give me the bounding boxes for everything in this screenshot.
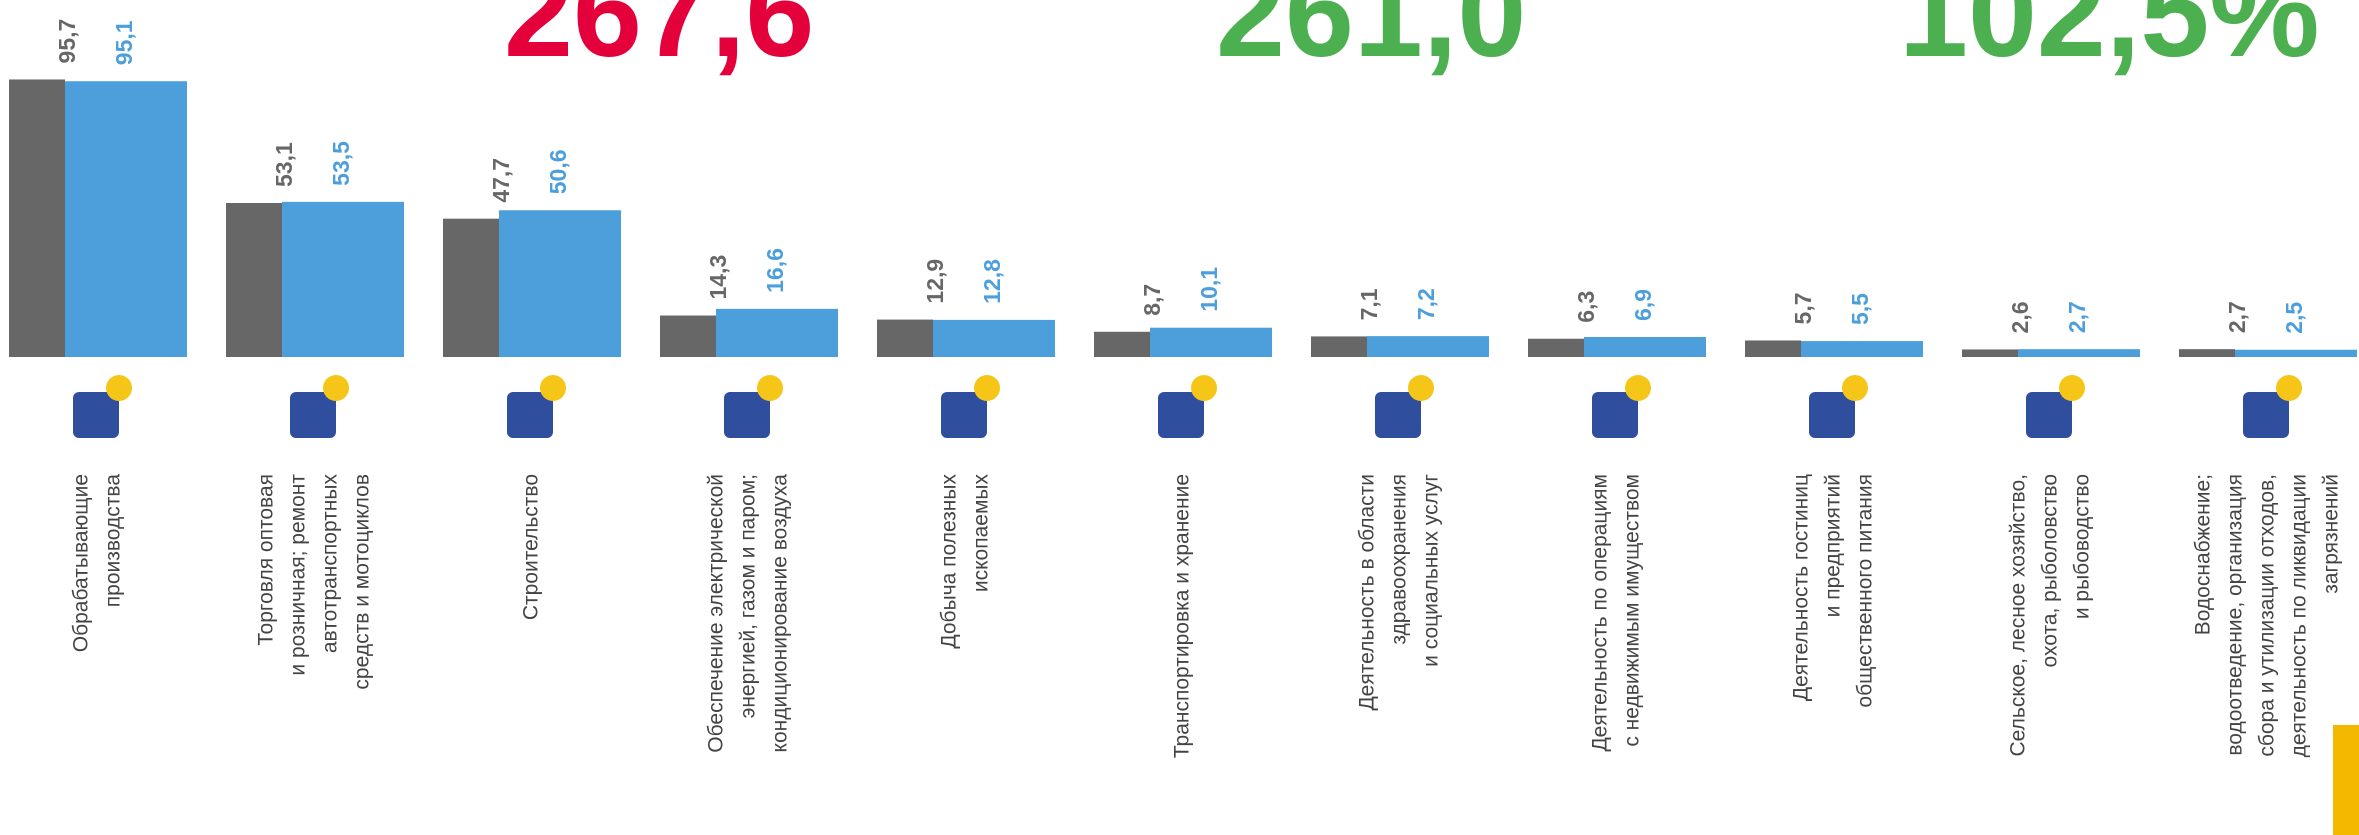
- bar: [1311, 336, 1367, 357]
- value-label: 10,1: [1196, 267, 1222, 312]
- bar: [1367, 336, 1489, 357]
- category-icon: [974, 375, 1000, 401]
- value-label: 5,7: [1790, 292, 1816, 324]
- category-label: ископаемых: [970, 474, 993, 593]
- category-label: и розничная; ремонт: [287, 474, 310, 676]
- value-label: 2,7: [2064, 301, 2090, 333]
- value-label: 2,5: [2281, 302, 2307, 334]
- category-label: энергией, газом и паром;: [737, 474, 760, 718]
- category-icon: [2276, 375, 2302, 401]
- value-label: 5,5: [1847, 293, 1873, 325]
- value-label: 53,5: [328, 141, 354, 186]
- value-label: 2,7: [2224, 301, 2250, 333]
- bar: [1150, 328, 1272, 357]
- category-label: и рыбоводство: [2071, 474, 2094, 619]
- bar: [660, 316, 716, 357]
- bar: [282, 202, 404, 357]
- bar: [933, 320, 1055, 357]
- bar: [1962, 349, 2018, 357]
- bar: [716, 309, 838, 357]
- category-label: водоотведение, организация: [2224, 474, 2247, 756]
- category-label: Транспортировка и хранение: [1171, 474, 1194, 758]
- value-label: 12,9: [922, 259, 948, 304]
- category-icon: [540, 375, 566, 401]
- category-label: производства: [102, 474, 125, 608]
- value-label: 53,1: [271, 142, 297, 187]
- value-label: 2,6: [2007, 301, 2033, 333]
- category-label: Обеспечение электрической: [705, 474, 728, 753]
- value-label: 95,7: [54, 19, 80, 64]
- category-icon: [1191, 375, 1217, 401]
- category-label: деятельность по ликвидации: [2288, 474, 2311, 757]
- category-label: кондиционирование воздуха: [769, 474, 792, 753]
- bar: [443, 219, 499, 357]
- category-label: Строительство: [520, 474, 543, 620]
- category-icon: [1625, 375, 1651, 401]
- bar: [9, 79, 65, 357]
- category-label: Сельское, лесное хозяйство,: [2007, 474, 2030, 757]
- corner-accent: [2333, 725, 2359, 835]
- bar: [1801, 341, 1923, 357]
- value-label: 50,6: [545, 149, 571, 194]
- bar: [2018, 349, 2140, 357]
- category-label: общественного питания: [1854, 474, 1877, 708]
- chart: 267,6 261,0 102,5% 95,7 95,1 Обрабатывающие пр…: [0, 0, 2359, 835]
- category-icon: [1408, 375, 1434, 401]
- category-label: загрязнений: [2320, 474, 2343, 594]
- bar: [1094, 332, 1150, 357]
- category-label: автотранспортных: [319, 474, 342, 654]
- bar: [1584, 337, 1706, 357]
- category-label: с недвижимым имуществом: [1621, 474, 1644, 747]
- value-label: 95,1: [111, 20, 137, 65]
- category-label: и социальных услуг: [1420, 474, 1443, 667]
- bar: [499, 210, 621, 357]
- category-label: Торговля оптовая: [255, 474, 278, 646]
- category-icon: [323, 375, 349, 401]
- value-label: 16,6: [762, 248, 788, 293]
- value-label: 6,9: [1630, 289, 1656, 321]
- bar: [877, 320, 933, 357]
- bar: [226, 203, 282, 357]
- category-label: Добыча полезных: [938, 474, 961, 649]
- bar: [65, 81, 187, 357]
- category-label: Деятельность в области: [1356, 474, 1379, 711]
- category-label: сбора и утилизации отходов,: [2256, 474, 2279, 757]
- bar: [1528, 339, 1584, 357]
- headline-value: 102,5%: [1899, 0, 2320, 83]
- value-label: 12,8: [979, 259, 1005, 304]
- category-label: Обрабатывающие: [70, 474, 93, 652]
- bar: [2235, 350, 2357, 357]
- value-label: 47,7: [488, 158, 514, 203]
- category-label: Деятельность гостиниц: [1790, 474, 1813, 701]
- category-label: и предприятий: [1822, 474, 1845, 617]
- category-label: Деятельность по операциям: [1589, 474, 1612, 752]
- value-label: 8,7: [1139, 284, 1165, 316]
- value-label: 7,2: [1413, 288, 1439, 320]
- value-label: 14,3: [705, 255, 731, 300]
- category-icon: [106, 375, 132, 401]
- category-label: средств и мотоциклов: [351, 474, 374, 690]
- category-icon: [1842, 375, 1868, 401]
- category-icon: [757, 375, 783, 401]
- value-label: 7,1: [1356, 288, 1382, 320]
- category-label: Водоснабжение;: [2192, 474, 2215, 635]
- headline-value: 261,0: [1216, 0, 1526, 83]
- bar: [2179, 349, 2235, 357]
- bar: [1745, 340, 1801, 357]
- value-label: 6,3: [1573, 291, 1599, 323]
- category-label: охота, рыболовство: [2039, 474, 2062, 667]
- category-label: здравоохранения: [1388, 474, 1411, 645]
- headline-value: 267,6: [504, 0, 814, 83]
- category-icon: [2059, 375, 2085, 401]
